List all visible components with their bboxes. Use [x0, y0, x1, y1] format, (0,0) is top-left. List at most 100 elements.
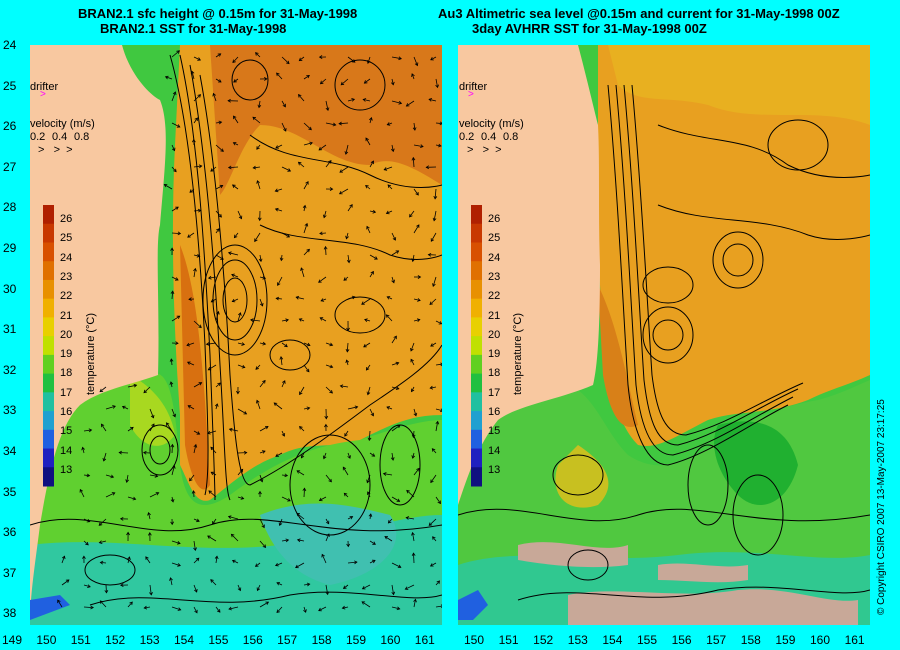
- current-vector: [215, 185, 223, 190]
- x-axis-tick-label: 149: [1, 633, 23, 647]
- current-vector-head: [300, 454, 305, 459]
- current-vector-head: [171, 147, 176, 152]
- current-vector-head: [252, 165, 257, 170]
- current-vector: [435, 320, 442, 325]
- x-axis-tick-label: 161: [844, 633, 865, 647]
- current-vector: [171, 206, 179, 212]
- current-vector-head: [363, 344, 367, 348]
- colorbar-tick-label: 14: [488, 444, 501, 457]
- current-vector: [166, 422, 173, 432]
- current-vector: [276, 297, 283, 300]
- current-vector-head: [254, 238, 258, 243]
- current-vector: [413, 430, 415, 438]
- current-vector-head: [361, 601, 366, 605]
- x-axis-tick-label: 156: [242, 633, 263, 647]
- current-vector: [347, 561, 357, 564]
- current-vector-head: [329, 342, 334, 347]
- sea-level-contours: [30, 54, 442, 606]
- current-vector-head: [432, 283, 436, 287]
- current-vector: [391, 606, 400, 610]
- current-vector-head: [328, 159, 332, 164]
- current-vector-head: [302, 487, 307, 492]
- current-vector-head: [433, 195, 438, 200]
- current-vector: [303, 75, 310, 80]
- current-vector-head: [411, 434, 416, 439]
- current-vector: [364, 319, 371, 322]
- current-vector-head: [198, 324, 202, 329]
- current-vector-head: [220, 148, 224, 152]
- current-vector-head: [275, 145, 279, 149]
- current-vector: [369, 210, 376, 213]
- current-vector: [229, 428, 239, 432]
- current-vector: [234, 232, 239, 238]
- current-vector-head: [413, 598, 417, 603]
- current-vector: [171, 50, 180, 58]
- current-vector: [193, 557, 200, 564]
- current-vector-head: [177, 541, 181, 545]
- current-vector-head: [243, 450, 248, 455]
- x-axis-tick-label: 150: [36, 633, 57, 647]
- current-vector: [170, 381, 173, 388]
- current-vector: [215, 556, 218, 564]
- current-vector-head: [150, 414, 155, 419]
- current-vector-head: [149, 592, 153, 596]
- current-vector: [171, 315, 180, 322]
- current-vector-head: [255, 52, 259, 56]
- y-axis-tick-label: 27: [3, 159, 17, 174]
- current-vector-head: [308, 126, 312, 131]
- current-vector-head: [111, 492, 116, 496]
- current-vector-head: [219, 184, 224, 189]
- current-vector: [405, 584, 415, 590]
- current-vector-head: [250, 318, 254, 323]
- current-vector: [171, 444, 173, 454]
- current-vector-head: [189, 189, 194, 193]
- current-vector: [232, 184, 239, 190]
- current-vector: [413, 122, 416, 131]
- current-vector-head: [241, 342, 246, 346]
- current-vector: [325, 160, 332, 168]
- current-vector: [215, 144, 224, 152]
- colorbar-tick-label: 14: [60, 444, 73, 457]
- current-vector-head: [412, 127, 417, 131]
- current-vector-head: [366, 479, 370, 484]
- current-vector: [277, 276, 283, 286]
- current-vector-head: [351, 98, 356, 102]
- current-vector: [83, 540, 89, 546]
- current-vector-head: [298, 318, 303, 322]
- current-vector: [346, 359, 349, 366]
- current-vector: [369, 271, 374, 278]
- current-vector-head: [240, 496, 245, 500]
- current-vector-head: [324, 415, 329, 420]
- current-vector: [193, 584, 198, 593]
- current-vector-head: [214, 403, 219, 407]
- current-vector: [149, 584, 152, 595]
- current-vector-head: [396, 424, 401, 429]
- current-vector: [347, 56, 356, 63]
- current-vector: [428, 518, 437, 526]
- current-vector: [429, 298, 437, 305]
- current-vector: [386, 210, 393, 214]
- current-vector: [435, 78, 438, 88]
- current-vector: [319, 232, 327, 234]
- colorbar-segment: [471, 317, 482, 337]
- current-vector: [254, 232, 261, 242]
- current-vector: [228, 516, 239, 520]
- current-vector-head: [306, 582, 311, 587]
- x-axis-tick-label: 155: [636, 633, 658, 647]
- current-vector-head: [416, 318, 421, 322]
- current-vector-head: [304, 222, 309, 227]
- x-axis-tick-label: 156: [671, 633, 692, 647]
- current-vector: [413, 224, 420, 234]
- current-vector-head: [164, 75, 169, 80]
- current-vector: [347, 98, 355, 102]
- current-vector-head: [386, 122, 391, 126]
- current-vector-head: [430, 57, 434, 61]
- current-vector-head: [320, 298, 325, 302]
- current-vector-head: [371, 453, 376, 457]
- current-vector: [255, 52, 261, 58]
- current-vector-head: [151, 423, 155, 428]
- current-vector: [191, 71, 195, 80]
- current-vector-head: [322, 455, 327, 460]
- current-vector-head: [258, 490, 262, 495]
- current-vector: [145, 556, 151, 564]
